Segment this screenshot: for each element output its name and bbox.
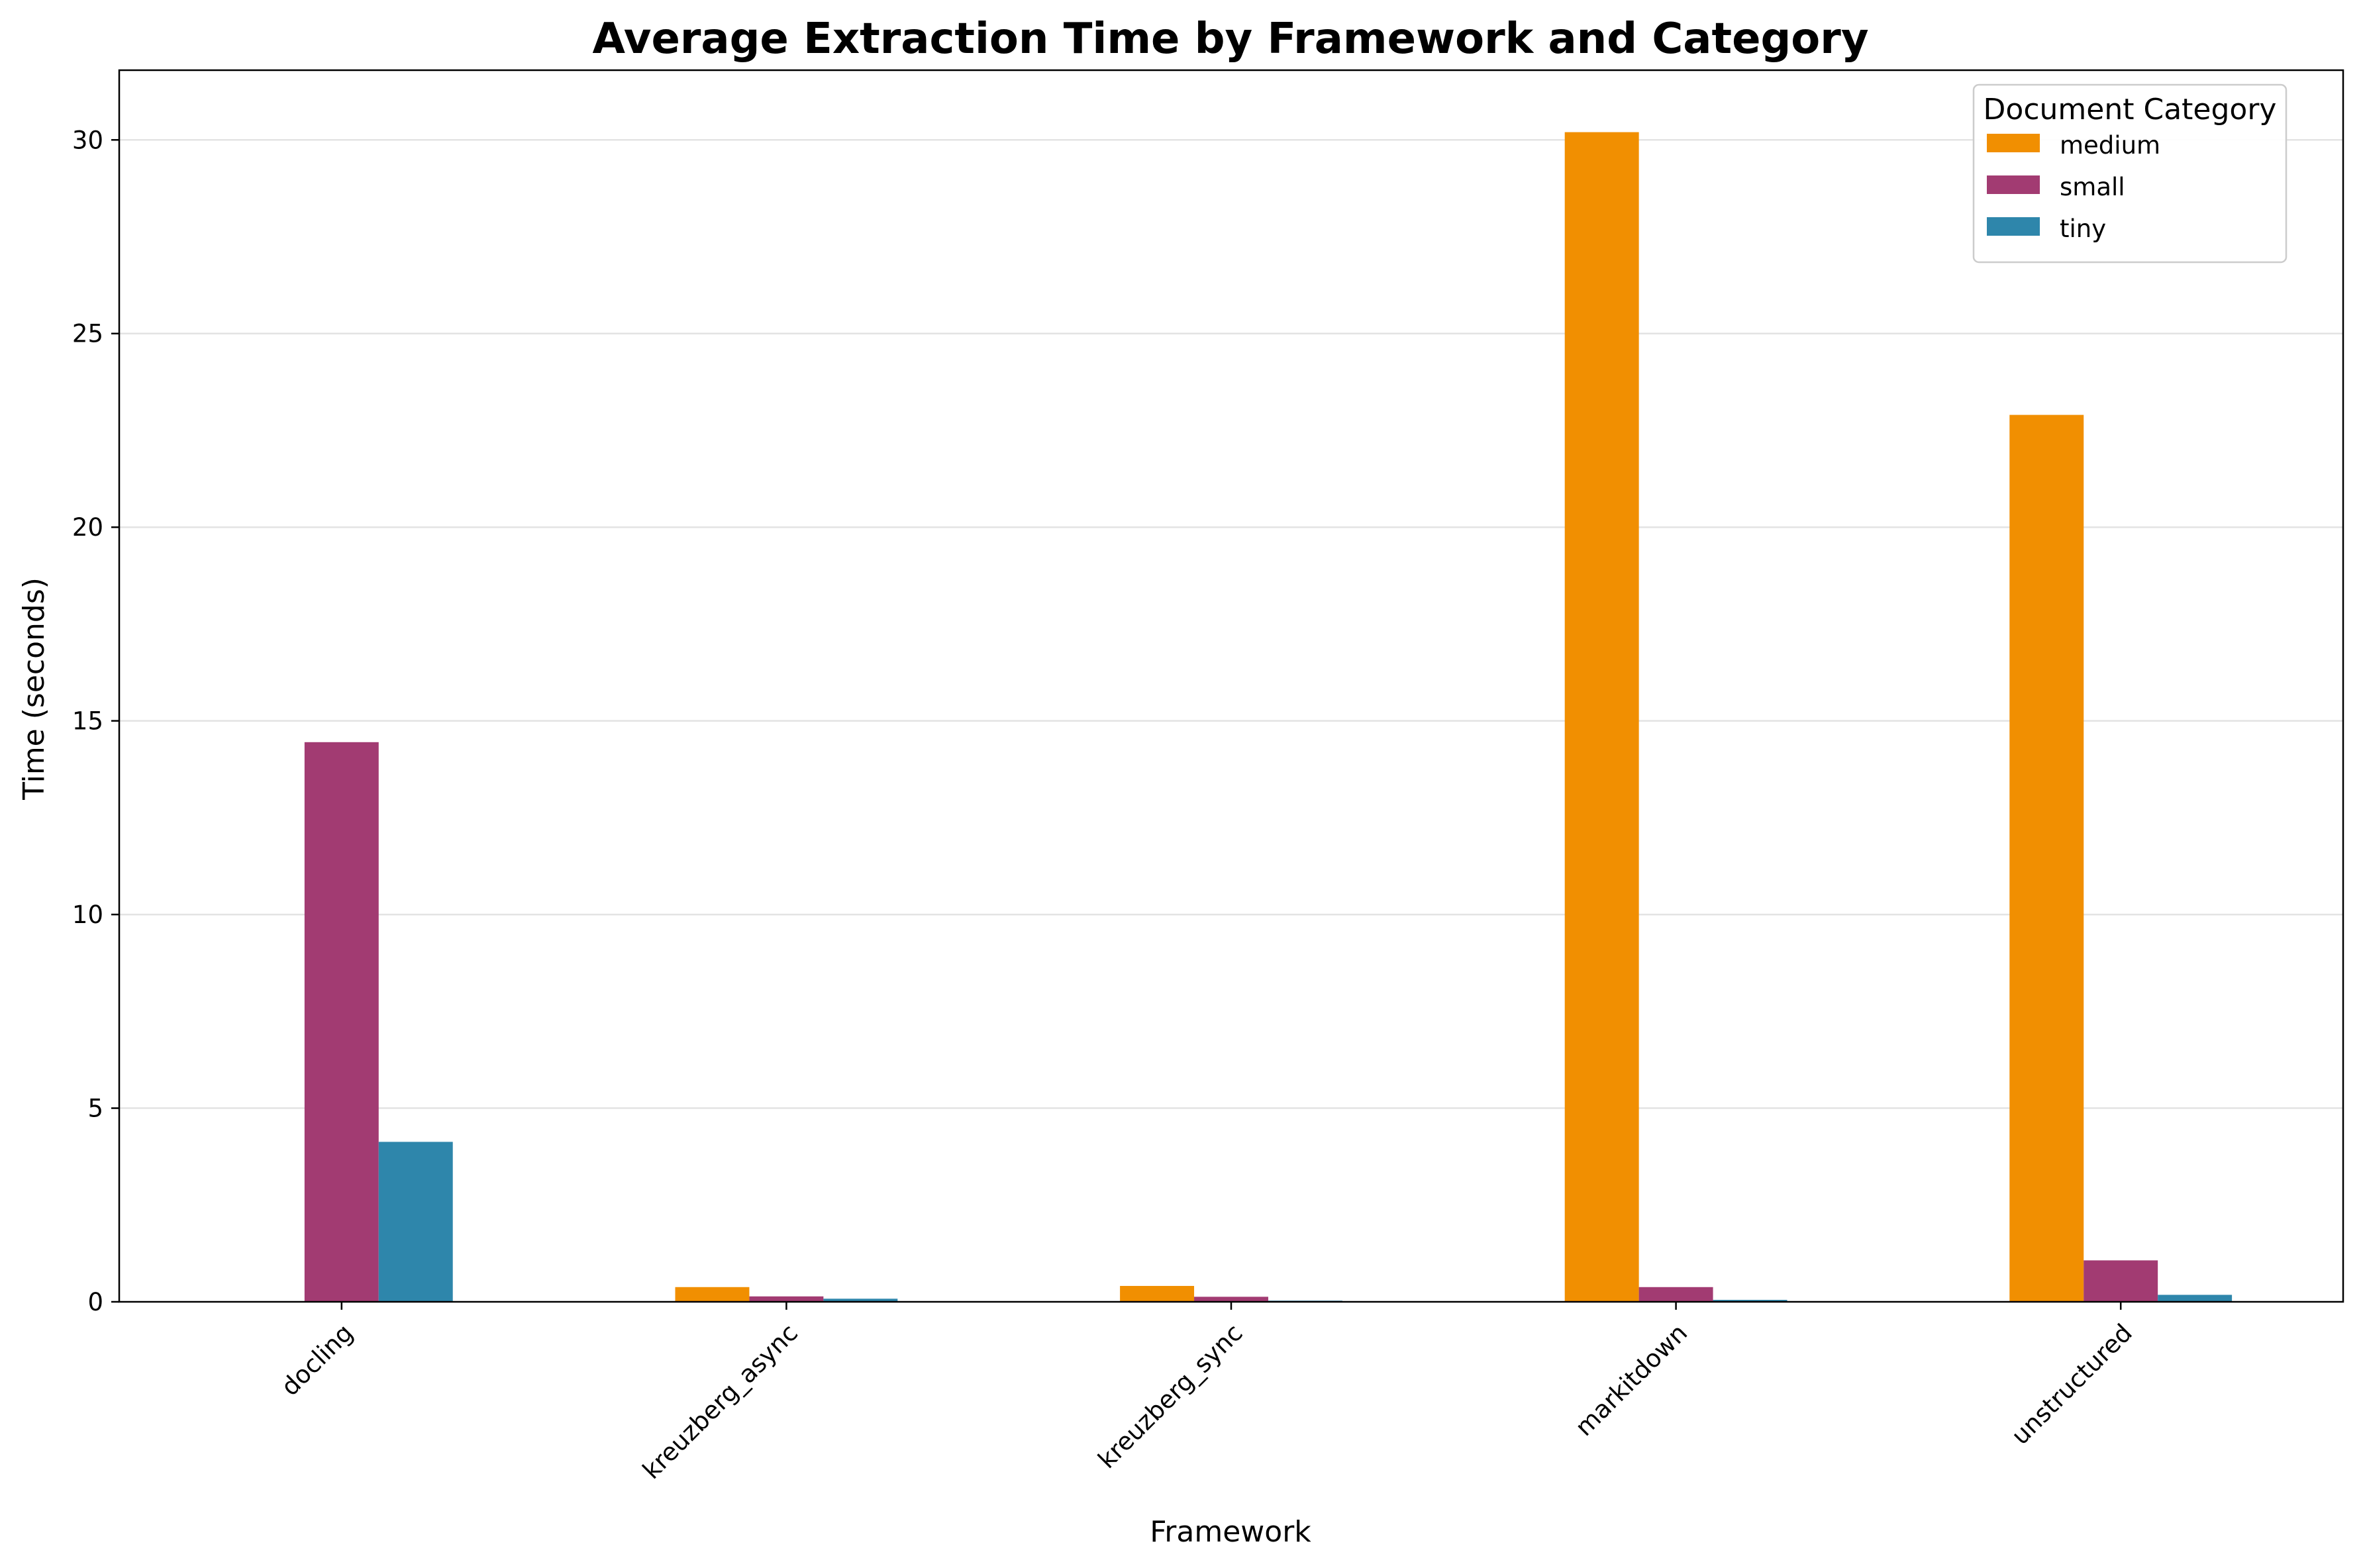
y-tick-label: 5 <box>87 1095 103 1123</box>
y-tick-label: 15 <box>72 707 103 736</box>
legend-box <box>1972 83 2288 264</box>
bar-medium-unstructured <box>2009 415 2084 1302</box>
bar-tiny-docling <box>378 1142 453 1302</box>
bar-medium-kreuzberg_sync <box>1120 1286 1195 1302</box>
y-tick-label: 0 <box>87 1288 103 1316</box>
bar-tiny-kreuzberg_async <box>823 1298 898 1302</box>
bar-small-docling <box>304 742 379 1302</box>
legend-swatch-small <box>1987 175 2040 194</box>
y-tick-label: 20 <box>72 513 103 542</box>
bar-medium-markitdown <box>1564 132 1639 1302</box>
legend: Document Category medium small tiny <box>1972 83 2288 264</box>
y-tick-label: 25 <box>72 320 103 348</box>
x-axis-label: Framework <box>1150 1515 1311 1549</box>
legend-swatch-medium <box>1987 134 2040 152</box>
legend-label-medium: medium <box>2060 131 2160 160</box>
legend-label-tiny: tiny <box>2060 215 2106 243</box>
bar-tiny-unstructured <box>2158 1295 2233 1302</box>
chart-title: Average Extraction Time by Framework and… <box>592 15 1868 64</box>
legend-swatch-tiny <box>1987 217 2040 236</box>
y-tick-label: 30 <box>72 126 103 154</box>
legend-label-small: small <box>2060 173 2125 201</box>
bar-small-kreuzberg_sync <box>1194 1297 1268 1302</box>
bar-small-kreuzberg_async <box>749 1296 824 1302</box>
y-axis-label: Time (seconds) <box>17 577 51 801</box>
y-axis: 0 5 10 15 20 25 30 <box>72 126 119 1316</box>
bar-small-unstructured <box>2084 1260 2158 1302</box>
bars <box>304 132 2233 1302</box>
bar-tiny-markitdown <box>1713 1300 1787 1302</box>
legend-title: Document Category <box>1984 93 2277 126</box>
y-tick-label: 10 <box>72 901 103 929</box>
gridlines <box>119 139 2343 1109</box>
bar-medium-kreuzberg_async <box>675 1287 750 1302</box>
bar-small-markitdown <box>1638 1287 1713 1302</box>
